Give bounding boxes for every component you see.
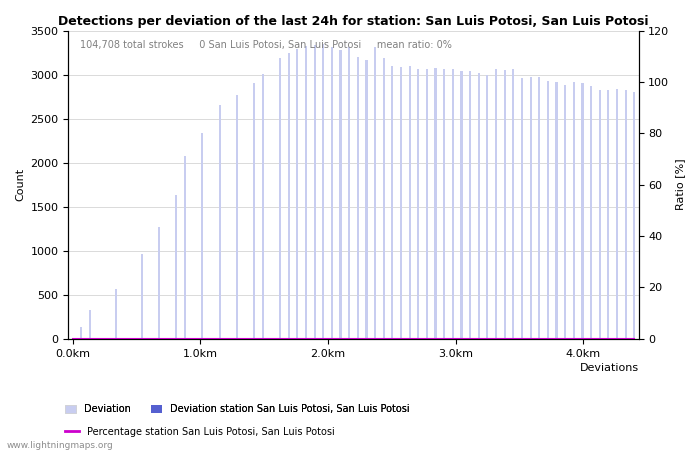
Bar (573, 81, 575, 339)
Bar (443, 69, 445, 339)
Bar (417, 69, 419, 339)
Bar (452, 69, 454, 339)
Bar (477, 73, 480, 339)
Bar (141, 254, 143, 339)
Bar (305, 46, 307, 339)
Y-axis label: Ratio [%]: Ratio [%] (675, 159, 685, 211)
Bar (288, 53, 290, 339)
Bar (503, 70, 506, 339)
Bar (512, 69, 514, 339)
Bar (175, 195, 178, 339)
Bar (115, 288, 117, 339)
Legend: Deviation, Deviation station San Luis Potosi, San Luis Potosi: Deviation, Deviation station San Luis Po… (61, 400, 414, 418)
Bar (461, 71, 463, 339)
Bar (322, 44, 324, 339)
Bar (590, 86, 592, 339)
Bar (236, 95, 238, 339)
Bar (634, 92, 636, 339)
Y-axis label: Count: Count (15, 168, 25, 201)
Text: www.lightningmaps.org: www.lightningmaps.org (7, 441, 113, 450)
Bar (555, 81, 558, 339)
Bar (262, 74, 264, 339)
Bar (582, 83, 584, 339)
Bar (253, 82, 256, 339)
Bar (340, 50, 342, 339)
Bar (201, 133, 204, 339)
Bar (426, 69, 428, 339)
Bar (331, 47, 333, 339)
Bar (89, 310, 91, 339)
Bar (529, 77, 532, 339)
Legend: Percentage station San Luis Potosi, San Luis Potosi: Percentage station San Luis Potosi, San … (61, 423, 339, 441)
Bar (486, 75, 489, 339)
Bar (538, 77, 540, 339)
Text: 104,708 total strokes     0 San Luis Potosi, San Luis Potosi     mean ratio: 0%: 104,708 total strokes 0 San Luis Potosi,… (80, 40, 452, 50)
Bar (564, 85, 566, 339)
Bar (495, 69, 497, 339)
Bar (400, 67, 402, 339)
Bar (158, 227, 160, 339)
Bar (314, 45, 316, 339)
Bar (391, 66, 393, 339)
Bar (296, 49, 298, 339)
Text: Deviations: Deviations (580, 364, 638, 374)
Bar (616, 89, 618, 339)
Bar (409, 66, 411, 339)
Bar (279, 58, 281, 339)
Bar (348, 47, 350, 339)
Bar (598, 90, 601, 339)
Bar (357, 57, 359, 339)
Bar (383, 58, 385, 339)
Bar (624, 90, 626, 339)
Bar (374, 47, 376, 339)
Bar (435, 68, 437, 339)
Bar (608, 90, 610, 339)
Title: Detections per deviation of the last 24h for station: San Luis Potosi, San Luis : Detections per deviation of the last 24h… (58, 15, 649, 28)
Bar (80, 327, 83, 339)
Bar (365, 60, 368, 339)
Bar (469, 71, 471, 339)
Bar (218, 105, 220, 339)
Bar (184, 156, 186, 339)
Bar (547, 81, 549, 339)
Bar (521, 78, 523, 339)
